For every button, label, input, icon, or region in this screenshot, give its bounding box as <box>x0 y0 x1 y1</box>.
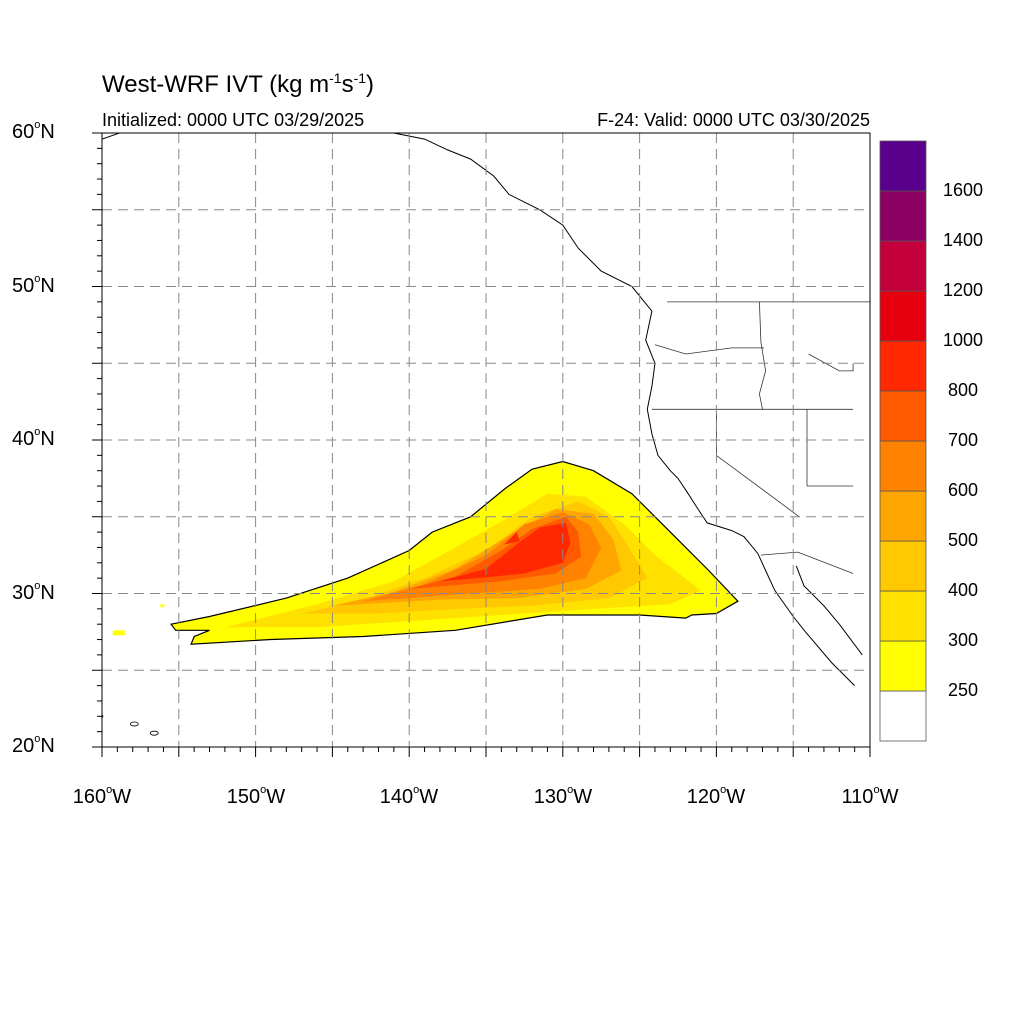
lon-label-140w: 140oW <box>379 784 439 808</box>
ivt-patch <box>112 630 125 636</box>
colorbar-swatch <box>879 590 927 642</box>
colorbar-swatch <box>879 290 927 342</box>
lon-label-110w: 110oW <box>841 784 899 808</box>
boundary-north-america <box>102 133 855 686</box>
boundary-gulf-of-california-east <box>795 565 863 656</box>
colorbar-label: 250 <box>947 680 979 700</box>
colorbar-swatch <box>879 440 927 492</box>
colorbar-label: 1400 <box>942 230 984 250</box>
colorbar-label: 500 <box>947 530 979 550</box>
colorbar-swatch <box>879 190 927 242</box>
colorbar-label: 1200 <box>942 280 984 300</box>
island <box>149 730 159 736</box>
colorbar-swatch <box>879 340 927 392</box>
ivt-outline <box>170 460 739 645</box>
colorbar-label: 300 <box>947 630 979 650</box>
lon-label-150w: 150oW <box>226 784 286 808</box>
lat-label-50: 50oN <box>12 273 55 297</box>
axis-ticks <box>92 132 871 757</box>
island <box>102 714 104 719</box>
plot-title: West-WRF IVT (kg m-1s-1) <box>102 70 375 98</box>
ivt-patch <box>160 604 165 608</box>
colorbar-label: 700 <box>947 430 979 450</box>
lat-lon-grid <box>102 133 870 747</box>
colorbar-label: 1600 <box>942 180 984 200</box>
boundary-us-mexico-border <box>760 551 854 574</box>
colorbar-swatch <box>879 540 927 592</box>
colorbar-label: 600 <box>947 480 979 500</box>
colorbar-swatch <box>879 490 927 542</box>
colorbar-label: 1000 <box>942 330 984 350</box>
colorbar-swatch <box>879 140 927 192</box>
initialized-time: Initialized: 0000 UTC 03/29/2025 <box>102 110 365 130</box>
lon-label-130w: 130oW <box>533 784 593 808</box>
ivt-contour-800 <box>439 522 571 582</box>
colorbar-swatch <box>879 240 927 292</box>
colorbar-label: 400 <box>947 580 979 600</box>
colorbar-label: 800 <box>947 380 979 400</box>
island <box>129 721 139 727</box>
colorbar-swatch <box>879 640 927 692</box>
ivt-shading <box>112 460 739 645</box>
lat-label-60: 60oN <box>12 119 55 143</box>
lat-label-20: 20oN <box>12 733 55 757</box>
colorbar <box>879 140 927 742</box>
valid-time: F-24: Valid: 0000 UTC 03/30/2025 <box>597 110 870 130</box>
colorbar-swatch <box>879 690 927 742</box>
colorbar-swatch <box>879 390 927 442</box>
island <box>167 748 175 752</box>
lon-label-160w: 160oW <box>72 784 132 808</box>
coastline <box>102 133 870 752</box>
lat-label-40: 40oN <box>12 426 55 450</box>
lon-label-120w: 120oW <box>686 784 746 808</box>
boundary-montana-sw <box>808 353 854 372</box>
boundary-idaho-west <box>758 301 767 410</box>
boundary-wa-or-border <box>654 344 764 355</box>
ivt-contour-1000 <box>504 532 520 545</box>
lat-label-30: 30oN <box>12 580 55 604</box>
